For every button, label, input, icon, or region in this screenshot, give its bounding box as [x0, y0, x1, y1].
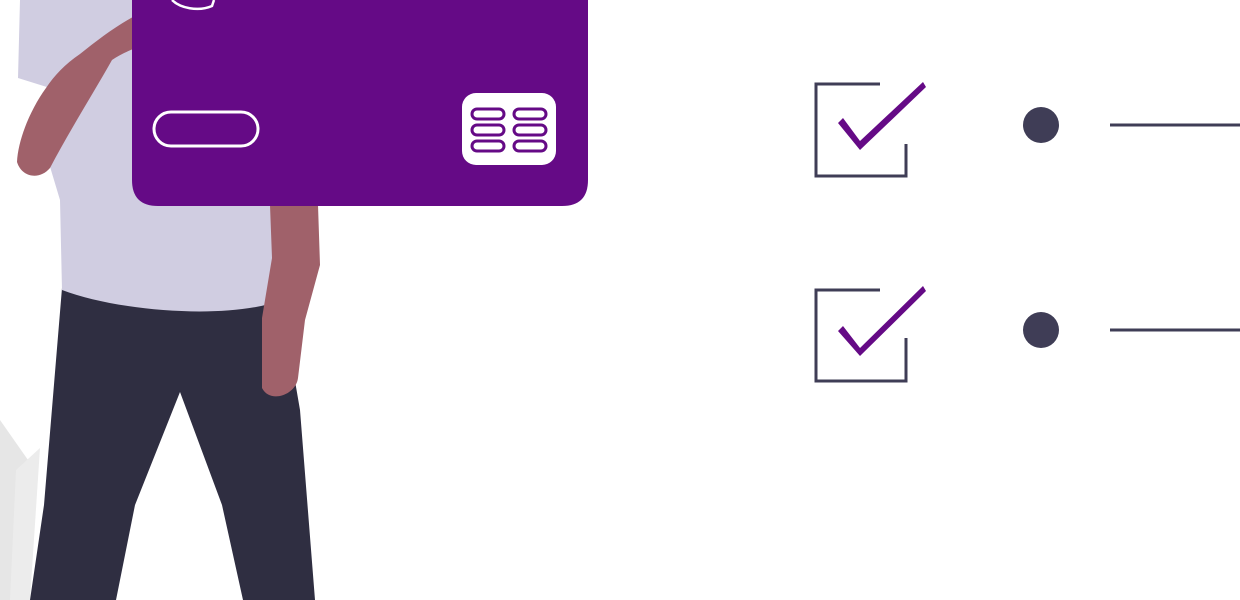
bullet-dot-icon: [1023, 107, 1059, 143]
checkbox-checked-icon: [814, 288, 908, 383]
checkmark-icon: [838, 82, 926, 150]
card-slot: [152, 110, 260, 148]
thumb-outline: [171, 0, 216, 11]
person-right-arm: [262, 205, 320, 397]
person-left-arm: [17, 4, 185, 176]
card-chip-icon: [462, 93, 556, 165]
person-pants: [30, 288, 315, 600]
bullet-dot-icon: [1023, 312, 1059, 348]
credit-card-icon: [132, 0, 588, 206]
checklist-item: [814, 82, 1240, 178]
checkmark-icon: [838, 286, 926, 356]
checklist-item: [814, 286, 1240, 383]
checkbox-checked-icon: [814, 82, 908, 178]
plant-leaves: [0, 420, 40, 600]
